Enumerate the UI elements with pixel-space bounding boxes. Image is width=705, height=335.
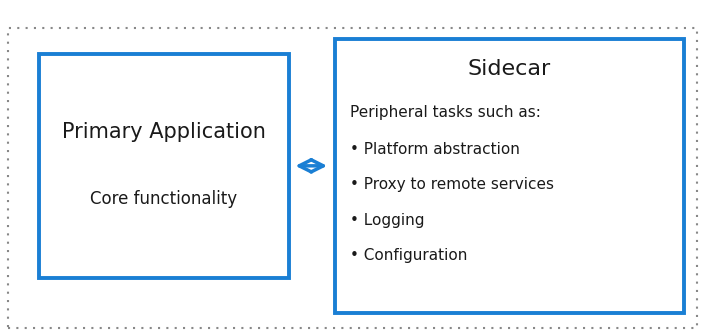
Text: Core functionality: Core functionality	[90, 191, 238, 208]
Bar	[39, 54, 289, 278]
Text: Sidecar: Sidecar	[467, 59, 551, 79]
Text: • Logging: • Logging	[350, 213, 425, 227]
Text: • Platform abstraction: • Platform abstraction	[350, 142, 520, 157]
Text: Peripheral tasks such as:: Peripheral tasks such as:	[350, 105, 541, 120]
Text: • Configuration: • Configuration	[350, 248, 467, 263]
Text: Primary Application: Primary Application	[62, 122, 266, 142]
Bar	[335, 39, 684, 313]
Bar	[8, 28, 697, 328]
Text: • Proxy to remote services: • Proxy to remote services	[350, 178, 554, 192]
